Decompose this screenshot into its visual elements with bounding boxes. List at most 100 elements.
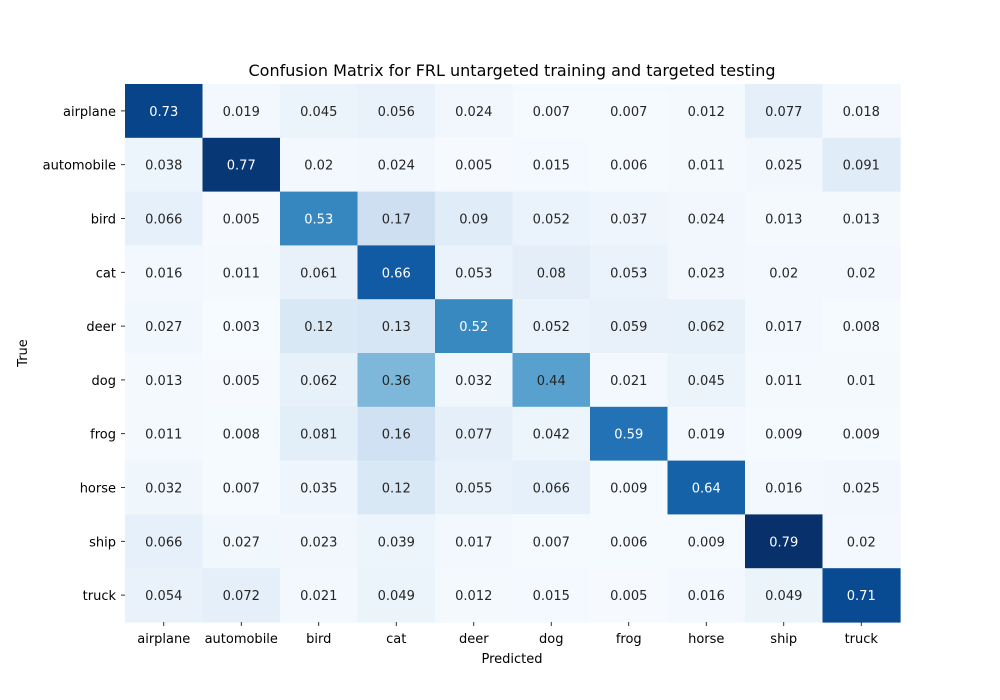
- cell-ship-airplane: [125, 514, 204, 569]
- cell-value-label: 0.12: [382, 482, 411, 497]
- y-tick-label: deer: [86, 320, 116, 335]
- cell-deer-deer: [435, 299, 514, 354]
- cell-value-label: 0.023: [300, 535, 337, 550]
- x-tick-label: truck: [845, 632, 879, 647]
- cell-dog-deer: [435, 353, 514, 408]
- cell-horse-ship: [745, 460, 824, 515]
- x-tick-label: bird: [306, 632, 331, 647]
- x-tick-label: horse: [688, 632, 724, 647]
- cell-cat-cat: [357, 245, 436, 300]
- cell-value-label: 0.024: [688, 213, 725, 228]
- cell-value-label: 0.005: [455, 159, 492, 174]
- cell-cat-deer: [435, 245, 514, 300]
- cell-value-label: 0.59: [614, 428, 643, 443]
- cell-value-label: 0.055: [455, 482, 492, 497]
- cell-value-label: 0.072: [223, 589, 260, 604]
- cell-value-label: 0.13: [382, 320, 411, 335]
- cell-value-label: 0.035: [300, 482, 337, 497]
- cell-horse-horse: [667, 460, 746, 515]
- cell-ship-cat: [357, 514, 436, 569]
- cell-deer-ship: [745, 299, 824, 354]
- cell-value-label: 0.005: [223, 213, 260, 228]
- cell-truck-deer: [435, 568, 514, 623]
- cell-bird-frog: [590, 191, 669, 246]
- cell-value-label: 0.52: [459, 320, 488, 335]
- cell-airplane-bird: [280, 84, 359, 139]
- cell-frog-truck: [822, 406, 901, 462]
- x-tick-labels: airplane automobile bird cat deer dog frog hors…: [137, 622, 878, 647]
- cell-value-label: 0.013: [765, 213, 802, 228]
- cell-dog-airplane: [125, 353, 204, 408]
- cell-cat-automobile: [202, 245, 281, 300]
- y-tick-label: cat: [96, 266, 116, 281]
- cell-deer-truck: [822, 299, 901, 354]
- cell-value-label: 0.77: [227, 159, 256, 174]
- cell-value-label: 0.066: [145, 535, 182, 550]
- cell-value-label: 0.017: [765, 320, 802, 335]
- cell-value-label: 0.44: [537, 374, 566, 389]
- cell-truck-bird: [280, 568, 359, 623]
- cell-value-label: 0.045: [300, 105, 337, 120]
- cell-bird-dog: [512, 191, 591, 246]
- cell-value-label: 0.024: [378, 159, 415, 174]
- cell-value-label: 0.077: [455, 428, 492, 443]
- cell-automobile-truck: [822, 137, 901, 193]
- cell-value-label: 0.052: [533, 320, 570, 335]
- cell-value-label: 0.73: [149, 105, 178, 120]
- cell-value-label: 0.017: [455, 535, 492, 550]
- cell-value-label: 0.53: [304, 213, 333, 228]
- cell-bird-ship: [745, 191, 824, 246]
- cell-value-label: 0.049: [378, 589, 415, 604]
- cell-value-label: 0.02: [847, 266, 876, 281]
- cell-cat-airplane: [125, 245, 204, 300]
- cell-deer-cat: [357, 299, 436, 354]
- cell-value-label: 0.021: [300, 589, 337, 604]
- cell-value-label: 0.009: [688, 535, 725, 550]
- cell-deer-frog: [590, 299, 669, 354]
- chart-title: Confusion Matrix for FRL untargeted trai…: [248, 61, 775, 80]
- cell-value-label: 0.36: [382, 374, 411, 389]
- cell-airplane-frog: [590, 84, 669, 139]
- cell-frog-automobile: [202, 406, 281, 462]
- cell-value-label: 0.081: [300, 428, 337, 443]
- cell-value-label: 0.045: [688, 374, 725, 389]
- cell-cat-truck: [822, 245, 901, 300]
- cell-automobile-deer: [435, 137, 514, 193]
- cell-airplane-horse: [667, 84, 746, 139]
- cell-value-label: 0.059: [610, 320, 647, 335]
- x-tick-label: automobile: [205, 632, 278, 647]
- cell-value-label: 0.016: [145, 266, 182, 281]
- cell-horse-airplane: [125, 460, 204, 515]
- cell-horse-truck: [822, 460, 901, 515]
- cell-value-label: 0.025: [843, 482, 880, 497]
- cell-truck-automobile: [202, 568, 281, 623]
- cell-value-label: 0.012: [455, 589, 492, 604]
- y-tick-labels: airplane automobile bird cat deer dog frog hors…: [43, 105, 125, 604]
- cell-dog-cat: [357, 353, 436, 408]
- cell-value-label: 0.08: [537, 266, 566, 281]
- y-tick-label: dog: [92, 374, 116, 389]
- cell-value-label: 0.64: [692, 482, 721, 497]
- cell-value-label: 0.053: [610, 266, 647, 281]
- cell-value-label: 0.007: [223, 482, 260, 497]
- cell-horse-deer: [435, 460, 514, 515]
- cell-truck-airplane: [125, 568, 204, 623]
- cell-frog-horse: [667, 406, 746, 462]
- cell-value-label: 0.006: [610, 535, 647, 550]
- cell-deer-automobile: [202, 299, 281, 354]
- cell-bird-deer: [435, 191, 514, 246]
- cell-value-label: 0.09: [459, 213, 488, 228]
- cell-frog-cat: [357, 406, 436, 462]
- cell-value-label: 0.008: [223, 428, 260, 443]
- cell-airplane-ship: [745, 84, 824, 139]
- cell-value-label: 0.032: [455, 374, 492, 389]
- cell-horse-cat: [357, 460, 436, 515]
- cell-value-label: 0.062: [300, 374, 337, 389]
- cell-ship-automobile: [202, 514, 281, 569]
- cell-dog-automobile: [202, 353, 281, 408]
- cell-cat-dog: [512, 245, 591, 300]
- cell-ship-deer: [435, 514, 514, 569]
- cell-value-label: 0.025: [765, 159, 802, 174]
- x-axis-label: Predicted: [481, 652, 542, 667]
- cell-truck-dog: [512, 568, 591, 623]
